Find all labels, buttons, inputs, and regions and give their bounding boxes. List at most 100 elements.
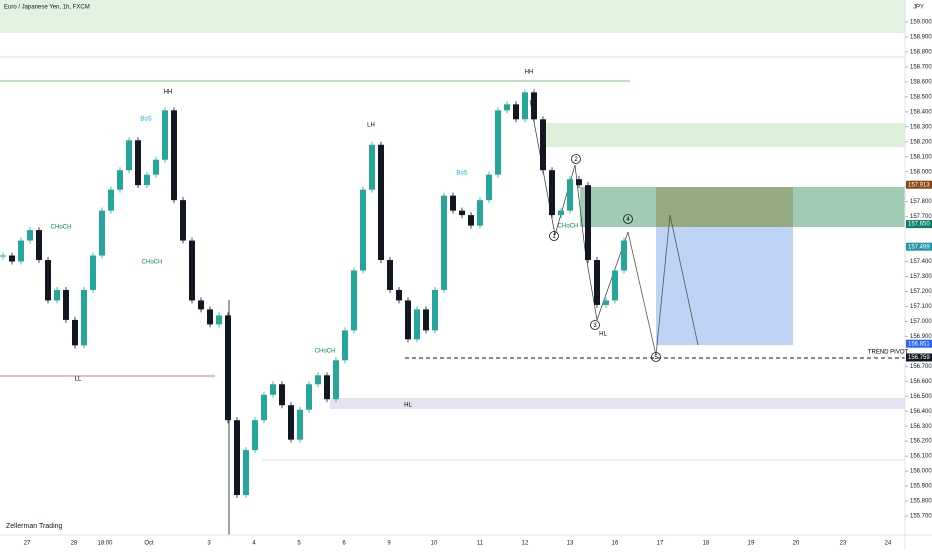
y-tick-label: 156.400 [910,409,932,415]
candle [126,140,132,171]
y-tick-label: 158.800 [910,50,932,56]
y-tick-label: 158.900 [910,35,932,41]
y-tick-label: 156.000 [910,469,932,475]
wave-number: 1 [552,234,556,240]
candle [117,170,123,190]
y-tick-label: 157.400 [910,259,932,265]
x-tick-label: 18:00 [97,541,113,547]
y-tick-label: 158.300 [910,124,932,130]
wave-number: 2 [574,157,578,163]
candle [423,309,429,331]
candle [594,260,600,305]
x-tick-label: Oct [144,541,154,547]
y-tick-label: 157.000 [910,319,932,325]
x-tick-label: 9 [387,541,391,547]
y-tick-label: 158.200 [910,139,932,145]
candle [342,330,348,361]
candle [405,300,411,340]
price-tag [906,242,932,251]
candles [0,89,627,499]
annotation: CHoCH [142,260,163,266]
annotation: BoS [140,117,151,123]
y-tick-label: 156.500 [910,394,932,400]
candle [72,319,78,346]
candle [9,255,15,262]
candle [18,240,24,262]
candle [288,405,294,440]
candle [576,179,582,186]
candle [468,215,474,226]
x-tick-label: 10 [431,541,438,547]
candle [261,394,267,421]
candle [0,255,6,257]
demand-zone [330,398,905,409]
wave-number: 3 [593,323,597,329]
candle [252,420,258,451]
candle [333,360,339,400]
stop-zone [580,187,905,227]
candle [504,104,510,111]
y-tick-label: 155.700 [910,514,932,520]
candle [459,210,465,216]
wave-circles [549,154,661,362]
x-tick-label: 6 [342,541,346,547]
y-tick-label: 156.900 [910,334,932,340]
candle [567,179,573,211]
currency: JPY [913,5,924,11]
wave-number: 4 [626,217,630,223]
target-zone [656,227,793,345]
wave-number: 5 [654,355,658,361]
projection-path [627,214,699,356]
candle [486,174,492,201]
candle [243,450,249,496]
candle [207,309,213,325]
candle [432,289,438,331]
candle [171,110,177,201]
x-tick-label: 13 [567,541,574,547]
y-tick-label: 155.900 [910,484,932,490]
annotation: LH [367,123,375,129]
annotation: CHoCH [558,224,579,230]
candle [540,119,546,171]
candle [153,159,159,175]
price-tag [906,180,932,189]
candle [297,409,303,440]
y-tick-label: 157.200 [910,289,932,295]
candle [621,240,627,271]
candle [603,300,609,305]
candle [612,270,618,301]
annotation: HL [599,332,607,338]
risk-zone [656,187,793,227]
candle [144,174,150,186]
candle [225,315,231,421]
annotation: LL [75,377,82,383]
y-tick-label: 158.500 [910,94,932,100]
watermark: Zellerman Trading [6,523,63,530]
y-tick-label: 158.400 [910,109,932,115]
candle [54,289,60,301]
supply-zone [542,123,905,147]
chart-title: Euro / Japanese Yen, 1h, FXCM [4,5,90,11]
candle [450,195,456,211]
candle [531,92,537,120]
price-tag-label: 157.650 [908,222,930,228]
y-tick-label: 157.300 [910,274,932,280]
candle [198,300,204,310]
candle [558,210,564,216]
candle [99,210,105,256]
price-tag [906,220,932,229]
y-tick-label: 157.800 [910,199,932,205]
supply-zone [0,0,905,33]
price-tag-label: 157.913 [908,182,930,188]
x-tick-label: 27 [24,541,31,547]
x-tick-label: 5 [297,541,301,547]
annotation: HL [404,403,412,409]
candle [369,144,375,190]
price-tag-label: 156.759 [908,355,930,361]
candle [585,185,591,261]
x-tick-label: 4 [252,541,256,547]
candle [387,260,393,290]
y-tick-label: 156.700 [910,364,932,370]
